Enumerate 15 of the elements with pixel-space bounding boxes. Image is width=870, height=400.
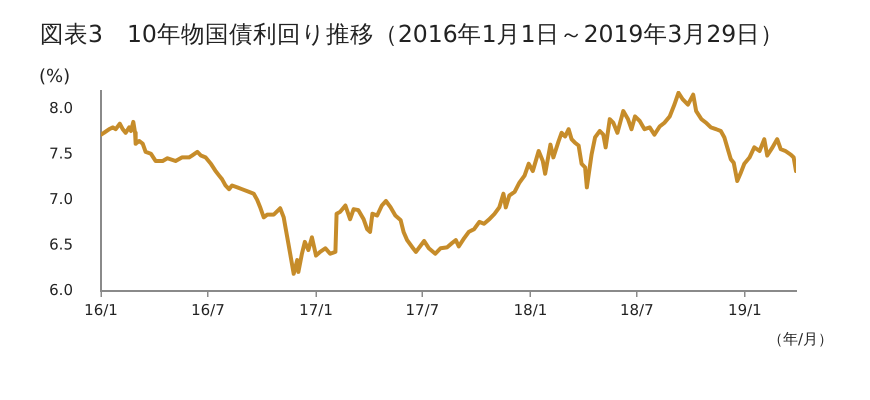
x-tick-label: 16/7 bbox=[191, 300, 225, 319]
x-tick-label: 18/7 bbox=[620, 300, 654, 319]
x-axis-title: （年/月） bbox=[768, 330, 834, 349]
x-tick-label: 19/1 bbox=[728, 300, 762, 319]
x-tick-label: 18/1 bbox=[514, 300, 548, 319]
x-tick-label: 17/7 bbox=[406, 300, 440, 319]
x-tick-label: 16/1 bbox=[84, 300, 118, 319]
chart-title: 図表3 10年物国債利回り推移（2016年1月1日～2019年3月29日） bbox=[40, 19, 784, 50]
y-axis-title: (%) bbox=[39, 66, 70, 87]
y-tick-label: 6.0 bbox=[49, 280, 73, 299]
y-tick-label: 7.0 bbox=[49, 190, 73, 208]
x-tick-label: 17/1 bbox=[299, 300, 333, 319]
y-tick-label: 8.0 bbox=[49, 99, 73, 118]
y-tick-label: 7.5 bbox=[49, 144, 73, 163]
y-tick-label: 6.5 bbox=[49, 235, 73, 254]
